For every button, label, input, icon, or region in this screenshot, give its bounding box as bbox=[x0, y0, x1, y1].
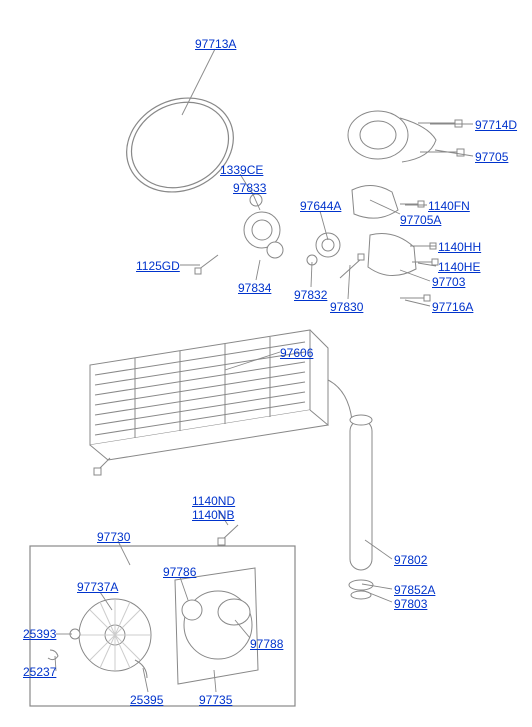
part-link-97852A[interactable]: 97852A bbox=[394, 583, 435, 597]
leader-97730 bbox=[118, 541, 130, 565]
label-97714D: 97714D bbox=[475, 118, 517, 132]
label-97737A: 97737A bbox=[77, 580, 118, 594]
part-link-97833[interactable]: 97833 bbox=[233, 181, 266, 195]
part-compressor bbox=[348, 111, 464, 162]
part-link-97705[interactable]: 97705 bbox=[475, 150, 508, 164]
label-97803: 97803 bbox=[394, 597, 427, 611]
label-97802: 97802 bbox=[394, 553, 427, 567]
part-link-1140HH[interactable]: 1140HH bbox=[438, 240, 481, 254]
part-link-97803[interactable]: 97803 bbox=[394, 597, 427, 611]
label-25237: 25237 bbox=[23, 665, 56, 679]
label-97786: 97786 bbox=[163, 565, 196, 579]
part-link-97834[interactable]: 97834 bbox=[238, 281, 271, 295]
part-link-25393[interactable]: 25393 bbox=[23, 627, 56, 641]
part-link-97832[interactable]: 97832 bbox=[294, 288, 327, 302]
label-97832: 97832 bbox=[294, 288, 327, 302]
part-link-1125GD[interactable]: 1125GD bbox=[136, 259, 180, 273]
leader-97703 bbox=[400, 270, 430, 281]
part-link-97788[interactable]: 97788 bbox=[250, 637, 283, 651]
label-97703: 97703 bbox=[432, 275, 465, 289]
part-link-1140FN[interactable]: 1140FN bbox=[428, 199, 470, 213]
label-97830: 97830 bbox=[330, 300, 363, 314]
part-link-97802[interactable]: 97802 bbox=[394, 553, 427, 567]
part-link-97644A[interactable]: 97644A bbox=[300, 199, 341, 213]
label-97834: 97834 bbox=[238, 281, 271, 295]
label-97644A: 97644A bbox=[300, 199, 341, 213]
leader-97713A bbox=[182, 49, 215, 115]
part-link-97714D[interactable]: 97714D bbox=[475, 118, 517, 132]
part-belt bbox=[111, 81, 249, 209]
part-link-25237[interactable]: 25237 bbox=[23, 665, 56, 679]
parts-diagram bbox=[0, 0, 532, 727]
label-97705: 97705 bbox=[475, 150, 508, 164]
label-97730: 97730 bbox=[97, 530, 130, 544]
part-receiver-drier bbox=[349, 415, 373, 599]
label-97713A: 97713A bbox=[195, 37, 236, 51]
part-link-97786[interactable]: 97786 bbox=[163, 565, 196, 579]
part-link-97730[interactable]: 97730 bbox=[97, 530, 130, 544]
label-1140HH: 1140HH bbox=[438, 240, 481, 254]
label-1140FN: 1140FN bbox=[428, 199, 470, 213]
part-link-1140ND[interactable]: 1140ND bbox=[192, 494, 235, 508]
label-97716A: 97716A bbox=[432, 300, 473, 314]
leader-97705 bbox=[435, 150, 473, 156]
part-link-97716A[interactable]: 97716A bbox=[432, 300, 473, 314]
label-1339CE: 1339CE bbox=[220, 163, 263, 177]
label-1125GD: 1125GD bbox=[136, 259, 180, 273]
part-link-1339CE[interactable]: 1339CE bbox=[220, 163, 263, 177]
leader-97832 bbox=[311, 262, 312, 287]
part-link-25395[interactable]: 25395 bbox=[130, 693, 163, 707]
label-25393: 25393 bbox=[23, 627, 56, 641]
label-97852A: 97852A bbox=[394, 583, 435, 597]
label-97788: 97788 bbox=[250, 637, 283, 651]
part-brackets bbox=[352, 185, 438, 301]
label-97705A: 97705A bbox=[400, 213, 441, 227]
part-link-97705A[interactable]: 97705A bbox=[400, 213, 441, 227]
label-1140NB: 1140NB bbox=[192, 508, 234, 522]
part-link-1140HE[interactable]: 1140HE bbox=[438, 260, 480, 274]
label-97735: 97735 bbox=[199, 693, 232, 707]
part-link-97735[interactable]: 97735 bbox=[199, 693, 232, 707]
part-link-97606[interactable]: 97606 bbox=[280, 346, 313, 360]
label-1140HE: 1140HE bbox=[438, 260, 480, 274]
label-97606: 97606 bbox=[280, 346, 313, 360]
part-link-97830[interactable]: 97830 bbox=[330, 300, 363, 314]
part-link-97703[interactable]: 97703 bbox=[432, 275, 465, 289]
part-link-97737A[interactable]: 97737A bbox=[77, 580, 118, 594]
part-link-97713A[interactable]: 97713A bbox=[195, 37, 236, 51]
label-97833: 97833 bbox=[233, 181, 266, 195]
label-1140ND: 1140ND bbox=[192, 494, 235, 508]
part-link-1140NB[interactable]: 1140NB bbox=[192, 508, 234, 522]
leader-97834 bbox=[256, 260, 260, 280]
label-25395: 25395 bbox=[130, 693, 163, 707]
